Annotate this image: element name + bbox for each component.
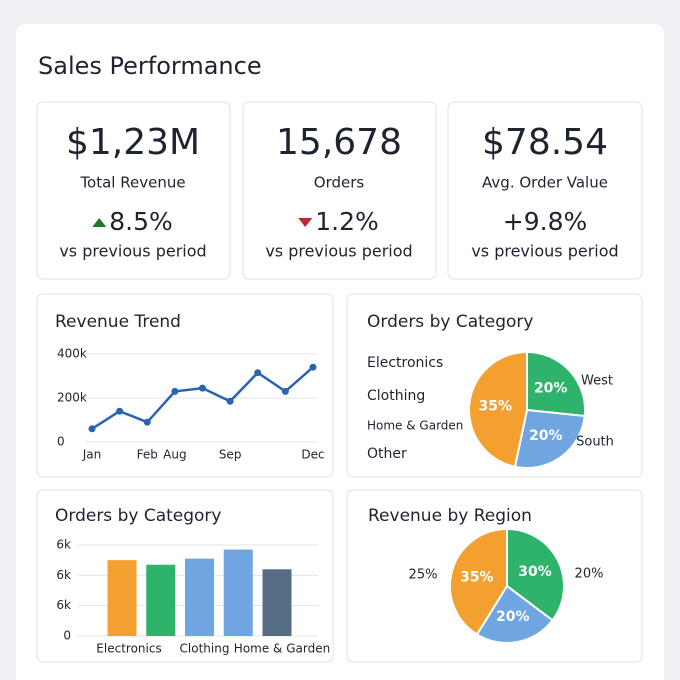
x-tick-label: Dec xyxy=(301,448,324,462)
kpi-label: Total Revenue xyxy=(79,174,185,192)
pie-slice xyxy=(526,350,586,418)
x-tick-label: Home & Garden xyxy=(234,642,330,656)
pie-slice xyxy=(449,527,508,636)
kpi-value: $1,23M xyxy=(66,122,200,163)
legend-entry: Other xyxy=(367,446,407,462)
y-tick-label: 6k xyxy=(56,538,71,552)
point xyxy=(171,387,179,395)
x-tick-label: Electronics xyxy=(96,642,161,656)
x-tick-label: Aug xyxy=(163,448,186,462)
slice-label: 35% xyxy=(479,399,513,415)
trend-arrow xyxy=(298,218,313,227)
chart-title: Orders by Category xyxy=(55,506,221,526)
kpi-note: vs previous period xyxy=(471,242,618,261)
pie-slice xyxy=(475,584,554,644)
point xyxy=(254,369,262,377)
bar xyxy=(185,558,214,636)
legend-entry: Electronics xyxy=(367,355,443,371)
dashboard-title: Sales Performance xyxy=(38,52,262,80)
kpi-card xyxy=(242,101,437,280)
kpi-value: 15,678 xyxy=(276,122,402,163)
slice-label: 20% xyxy=(529,428,563,444)
chart-title: Revenue Trend xyxy=(55,312,181,332)
chart-title: Orders by Category xyxy=(367,312,533,332)
point xyxy=(199,384,206,392)
y-tick-label: 400k xyxy=(57,347,87,361)
x-tick-label: Jan xyxy=(82,448,102,462)
chart-card xyxy=(36,293,334,478)
legend-entry: Clothing xyxy=(367,388,425,404)
kpi-card xyxy=(447,101,643,280)
slice-label: 20% xyxy=(496,609,530,625)
y-tick-label: 0 xyxy=(63,629,71,643)
y-tick-label: 6k xyxy=(56,568,71,582)
x-tick-label: Sep xyxy=(219,448,242,462)
bar xyxy=(262,569,292,636)
chart-title: Revenue by Region xyxy=(368,506,532,526)
point xyxy=(116,407,124,415)
annotation: West xyxy=(581,374,613,389)
y-tick-label: 200k xyxy=(57,391,87,405)
kpi-label: Orders xyxy=(314,174,365,192)
pie-slice xyxy=(513,408,586,469)
slice-label: 35% xyxy=(460,569,494,585)
bar xyxy=(107,560,137,636)
kpi-change: 1.2% xyxy=(315,207,379,236)
kpi-label: Avg. Order Value xyxy=(482,174,608,192)
pie-slice xyxy=(468,350,528,468)
y-tick-label: 0 xyxy=(57,435,65,449)
x-tick-label: Feb xyxy=(137,448,158,462)
slice-label: 20% xyxy=(534,381,568,397)
annotation: South xyxy=(576,435,614,450)
annotation: 20% xyxy=(575,567,604,582)
kpi-note: vs previous period xyxy=(59,242,206,261)
annotation: 25% xyxy=(409,568,438,583)
pie-slice xyxy=(506,527,565,622)
point xyxy=(143,418,151,426)
point xyxy=(88,425,96,433)
trend-arrow xyxy=(92,218,107,227)
bar xyxy=(223,549,253,636)
kpi-value: $78.54 xyxy=(482,122,608,163)
bar xyxy=(146,564,176,636)
slice-label: 30% xyxy=(518,564,552,580)
kpi-card xyxy=(36,101,231,280)
point xyxy=(309,363,317,371)
y-tick-label: 6k xyxy=(56,598,71,612)
point xyxy=(281,387,289,395)
kpi-change: 8.5% xyxy=(109,207,173,236)
point xyxy=(226,397,234,405)
kpi-note: vs previous period xyxy=(265,242,412,261)
legend-entry: Home & Garden xyxy=(367,419,463,433)
kpi-change: +9.8% xyxy=(503,207,587,236)
x-tick-label: Clothing xyxy=(180,642,230,656)
